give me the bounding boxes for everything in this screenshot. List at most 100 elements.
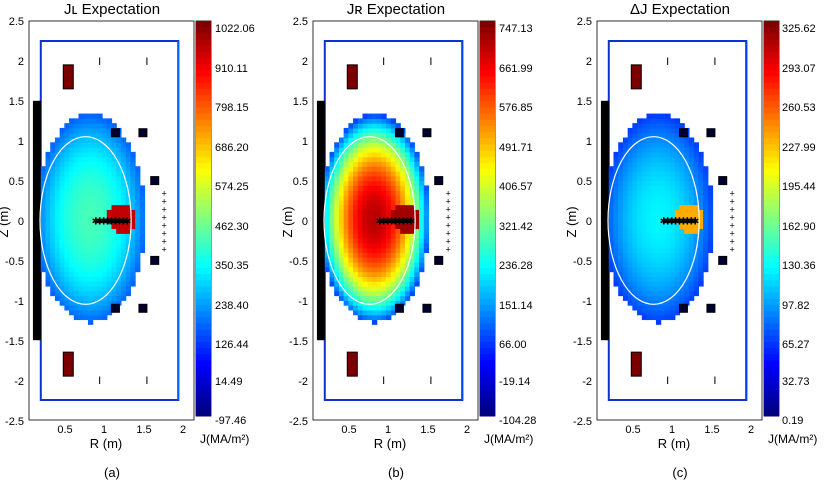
heatmap-cell	[59, 295, 65, 301]
panel-c-ytick-4: 0.5	[577, 176, 592, 188]
heatmap-cell	[92, 123, 98, 129]
colorbar-swatch	[480, 230, 495, 238]
heatmap-cell	[693, 151, 699, 158]
heatmap-cell	[386, 171, 392, 177]
heatmap-cell	[83, 151, 89, 158]
heatmap-cell	[637, 305, 643, 311]
heatmap-cell	[674, 309, 681, 316]
heatmap-cell	[78, 113, 84, 119]
heatmap-cell	[334, 261, 340, 268]
heatmap-cell	[376, 190, 382, 196]
heatmap-cell	[395, 185, 401, 191]
flux-loop: +	[730, 228, 735, 238]
heatmap-cell	[69, 233, 75, 239]
sensor-cross: ✱	[103, 217, 111, 228]
heatmap-cell	[409, 276, 415, 282]
heatmap-cell	[353, 300, 359, 306]
panel-b-ylabel: Z (m)	[280, 206, 295, 237]
colorbar-swatch	[196, 45, 211, 53]
heatmap-cell	[688, 190, 695, 196]
heatmap-cell	[73, 271, 80, 277]
heatmap-cell	[69, 257, 75, 263]
heatmap-cell	[87, 209, 94, 215]
heatmap-cell	[78, 252, 84, 258]
heatmap-cell	[125, 285, 131, 292]
heatmap-cell	[627, 180, 633, 186]
colorbar-swatch	[196, 261, 211, 269]
heatmap-cell	[674, 118, 681, 124]
heatmap-cell	[641, 305, 648, 311]
heatmap-cell	[116, 142, 122, 148]
heatmap-cell	[92, 132, 98, 139]
heatmap-cell	[670, 295, 676, 301]
panel-b-ytick-10: -2.5	[289, 416, 308, 428]
colorbar-swatch	[764, 39, 779, 47]
heatmap-cell	[357, 190, 364, 196]
heatmap-cell	[73, 228, 80, 234]
heatmap-cell	[54, 252, 61, 258]
heatmap-cell	[414, 194, 420, 201]
heatmap-cell	[45, 257, 51, 263]
heatmap-cell	[111, 161, 117, 167]
heatmap-cell	[83, 281, 89, 287]
heatmap-cell	[698, 194, 704, 201]
heatmap-cell	[674, 127, 681, 134]
heatmap-cell	[414, 151, 420, 158]
heatmap-cell	[130, 214, 136, 220]
heatmap-cell	[45, 194, 51, 201]
heatmap-cell	[334, 142, 340, 148]
heatmap-cell	[670, 247, 676, 254]
heatmap-cell	[102, 180, 108, 186]
heatmap-cell	[679, 156, 685, 163]
heatmap-cell	[97, 242, 103, 249]
pf-coil-1	[706, 128, 716, 138]
heatmap-cell	[353, 194, 359, 201]
heatmap-cell	[693, 194, 699, 201]
heatmap-cell	[423, 199, 430, 206]
heatmap-cell	[646, 194, 652, 201]
heatmap-cell	[693, 261, 699, 268]
heatmap-cell	[69, 305, 75, 311]
heatmap-cell	[419, 214, 425, 220]
panel-c-cbar-tick-0: 325.62	[782, 23, 816, 35]
colorbar-swatch	[764, 274, 779, 281]
heatmap-cell	[670, 166, 676, 172]
colorbar-swatch	[764, 249, 779, 257]
heatmap-cell	[423, 233, 430, 239]
panel-a-ytick-0: 2.5	[9, 16, 24, 28]
heatmap-cell	[390, 238, 397, 244]
heatmap-cell	[362, 171, 368, 177]
heatmap-cell	[684, 290, 690, 297]
heatmap-cell	[655, 266, 662, 273]
heatmap-cell	[69, 218, 75, 225]
sensor-cross: ✱	[395, 217, 403, 228]
heatmap-cell	[69, 118, 75, 124]
heatmap-cell	[651, 147, 657, 153]
heatmap-cell	[106, 305, 113, 311]
heatmap-cell	[376, 305, 382, 311]
colorbar-swatch	[196, 249, 211, 257]
colorbar-swatch	[480, 199, 495, 207]
heatmap-cell	[679, 142, 685, 148]
heatmap-cell	[343, 271, 349, 277]
heatmap-cell	[334, 161, 340, 167]
heatmap-cell	[698, 180, 704, 186]
heatmap-cell	[69, 147, 75, 153]
heatmap-cell	[362, 142, 368, 148]
heatmap-cell	[613, 281, 619, 287]
heatmap-cell	[78, 314, 84, 321]
heatmap-cell	[106, 185, 113, 191]
heatmap-cell	[64, 132, 70, 139]
heatmap-cell	[45, 180, 51, 186]
heatmap-cell	[64, 252, 70, 258]
heatmap-cell	[45, 166, 51, 172]
heatmap-cell	[106, 127, 113, 134]
heatmap-cell	[618, 194, 624, 201]
heatmap-cell	[632, 171, 638, 177]
heatmap-cell	[92, 261, 98, 268]
heatmap-cell	[698, 276, 704, 282]
colorbar-swatch	[764, 378, 779, 386]
heatmap-cell	[390, 285, 397, 292]
heatmap-cell	[139, 223, 146, 230]
colorbar-swatch	[764, 243, 779, 250]
